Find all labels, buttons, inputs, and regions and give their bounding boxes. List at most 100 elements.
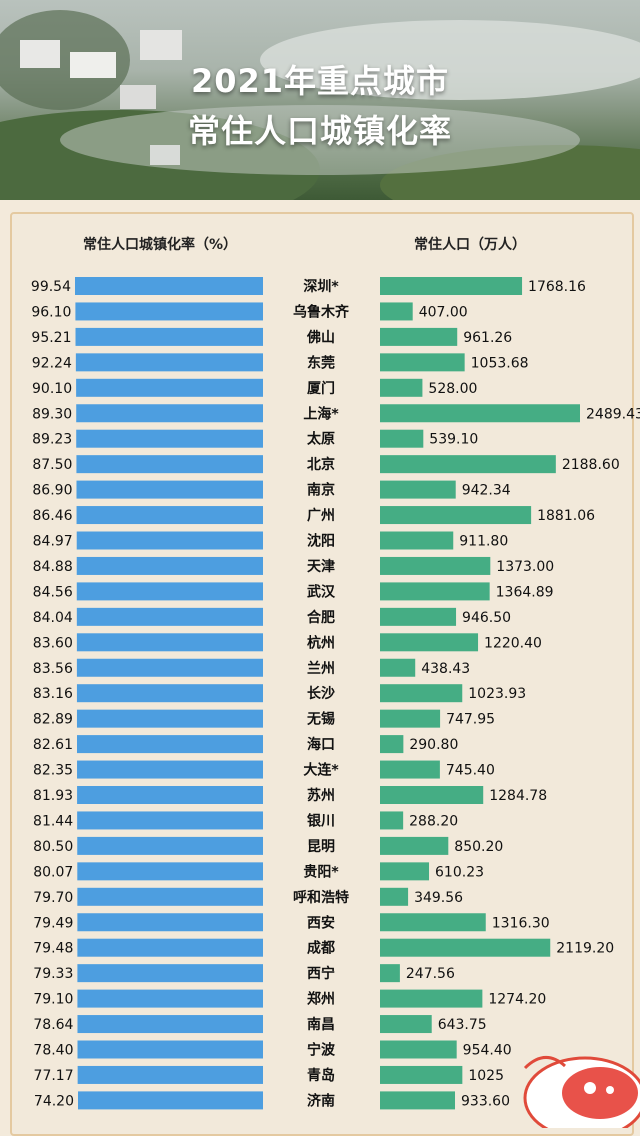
urbanization-value-label: 83.60 xyxy=(33,635,73,651)
urbanization-bar xyxy=(77,786,264,804)
population-bar xyxy=(380,277,523,295)
city-label: 昆明 xyxy=(307,839,335,855)
population-value-label: 1364.89 xyxy=(496,584,554,600)
population-bar xyxy=(380,862,430,881)
city-label: 合肥 xyxy=(307,609,335,626)
header-banner xyxy=(0,0,640,200)
city-label: 呼和浩特 xyxy=(293,889,349,906)
population-bar xyxy=(380,836,449,855)
city-label: 银川 xyxy=(307,812,335,829)
urbanization-value-label: 79.48 xyxy=(33,941,73,957)
population-bar xyxy=(380,1015,432,1034)
urbanization-bar xyxy=(76,633,263,652)
population-value-label: 954.40 xyxy=(463,1043,512,1059)
urbanization-value-label: 77.17 xyxy=(34,1068,74,1084)
population-bar xyxy=(380,913,486,932)
population-value-label: 747.95 xyxy=(446,712,495,728)
population-value-label: 1316.30 xyxy=(492,915,550,931)
urbanization-value-label: 86.46 xyxy=(32,508,72,524)
city-label: 南京 xyxy=(307,482,335,499)
population-bar xyxy=(380,1065,463,1084)
urbanization-bar xyxy=(77,913,263,932)
population-bar xyxy=(380,556,491,575)
city-label: 成都 xyxy=(307,940,335,957)
urbanization-bar xyxy=(78,1091,263,1110)
urbanization-bar xyxy=(76,480,263,499)
urbanization-bar xyxy=(76,506,263,525)
city-label: 广州 xyxy=(307,507,335,524)
urbanization-value-label: 79.33 xyxy=(33,966,73,982)
urbanization-value-label: 84.97 xyxy=(33,534,73,550)
urbanization-value-label: 74.20 xyxy=(34,1093,74,1109)
urbanization-bar xyxy=(76,429,263,448)
population-bar xyxy=(380,302,413,321)
population-value-label: 911.80 xyxy=(459,534,508,550)
city-label: 天津 xyxy=(307,558,335,575)
urbanization-value-label: 83.16 xyxy=(33,686,73,702)
city-label: 厦门 xyxy=(307,380,335,397)
urbanization-bar xyxy=(76,404,263,423)
population-bar xyxy=(380,480,456,499)
city-label: 乌鲁木齐 xyxy=(293,303,350,320)
urbanization-value-label: 80.50 xyxy=(33,839,73,855)
urbanization-bar xyxy=(77,811,264,830)
population-bar xyxy=(380,429,424,448)
city-label: 上海* xyxy=(303,405,339,422)
population-value-label: 247.56 xyxy=(406,966,455,982)
population-value-label: 1768.16 xyxy=(528,279,586,295)
population-bar xyxy=(380,353,465,372)
urbanization-bar xyxy=(77,836,263,855)
city-label: 太原 xyxy=(307,431,335,448)
city-label: 西安 xyxy=(307,914,335,931)
population-value-label: 745.40 xyxy=(446,763,495,779)
city-label: 西宁 xyxy=(307,965,335,982)
population-value-label: 438.43 xyxy=(421,661,470,677)
population-value-label: 290.80 xyxy=(409,737,458,753)
urbanization-value-label: 87.50 xyxy=(32,457,72,473)
city-label: 无锡 xyxy=(306,711,335,728)
urbanization-bar xyxy=(77,1040,263,1059)
right-series-header: 常住人口（万人） xyxy=(414,237,526,253)
cartoon-mascot-decoration xyxy=(523,1056,640,1128)
population-value-label: 946.50 xyxy=(462,610,511,626)
population-bar xyxy=(380,938,551,957)
urbanization-bar xyxy=(77,862,263,881)
urbanization-value-label: 79.70 xyxy=(33,890,73,906)
urbanization-bar xyxy=(77,964,263,983)
title-line-2: 常住人口城镇化率 xyxy=(187,112,452,150)
population-value-label: 288.20 xyxy=(409,813,458,829)
urbanization-bar xyxy=(77,1065,264,1084)
population-value-label: 539.10 xyxy=(429,432,478,448)
urbanization-value-label: 86.90 xyxy=(32,483,72,499)
urbanization-bar xyxy=(77,735,264,754)
urbanization-value-label: 90.10 xyxy=(32,381,72,397)
urbanization-bar xyxy=(76,455,263,474)
left-series-header: 常住人口城镇化率（%） xyxy=(82,237,238,253)
population-value-label: 610.23 xyxy=(435,864,484,880)
population-value-label: 850.20 xyxy=(454,839,503,855)
population-bar xyxy=(380,633,479,652)
population-bar xyxy=(380,404,580,423)
population-bar xyxy=(380,658,416,677)
population-value-label: 528.00 xyxy=(428,381,477,397)
city-label: 东莞 xyxy=(307,354,335,371)
urbanization-value-label: 84.56 xyxy=(33,584,73,600)
urbanization-value-label: 79.49 xyxy=(33,915,73,931)
city-label: 大连* xyxy=(303,762,339,779)
urbanization-value-label: 89.30 xyxy=(32,406,72,422)
city-label: 贵阳* xyxy=(303,863,339,880)
city-label: 深圳* xyxy=(303,278,339,295)
urbanization-bar xyxy=(77,887,264,906)
population-bar xyxy=(380,1091,456,1110)
urbanization-value-label: 96.10 xyxy=(31,304,71,320)
population-bar xyxy=(380,709,441,728)
urbanization-bar xyxy=(76,556,263,575)
urbanization-bar xyxy=(76,709,263,728)
city-label: 郑州 xyxy=(307,991,335,1008)
urbanization-bar xyxy=(75,277,263,295)
urbanization-bar xyxy=(77,938,263,957)
population-bar xyxy=(380,786,484,804)
population-bar xyxy=(380,455,556,474)
city-label: 济南 xyxy=(307,1092,335,1109)
population-bar xyxy=(380,378,423,397)
